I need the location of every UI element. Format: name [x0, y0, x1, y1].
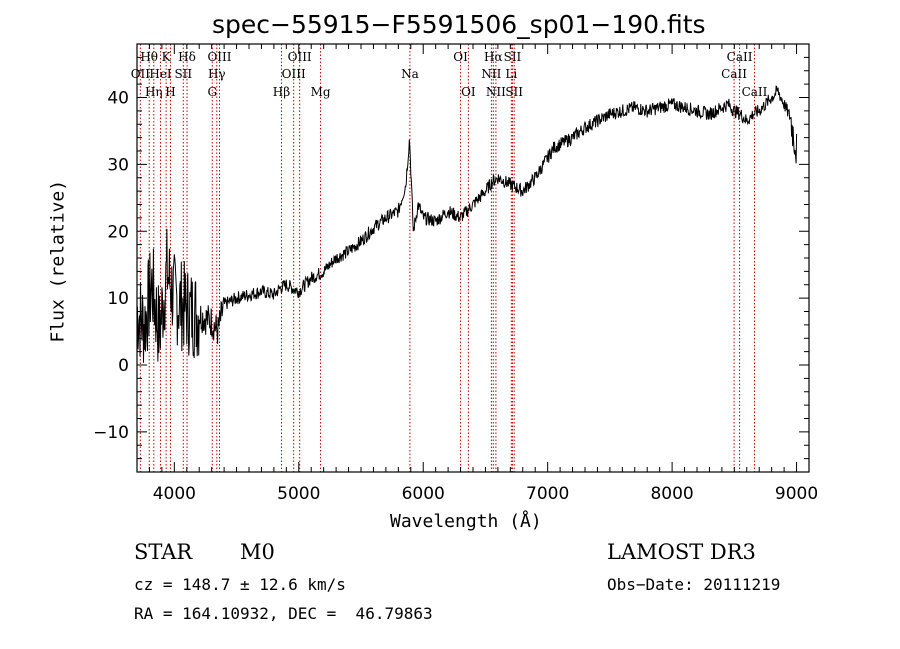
spectral-line-label: SII	[174, 67, 192, 81]
x-tick-label: 4000	[153, 484, 196, 504]
spectral-line-label: NII	[481, 67, 501, 81]
spectral-line-label: NII	[486, 85, 506, 99]
x-tick-label: 6000	[402, 484, 445, 504]
spectral-line-label: CaII	[742, 85, 768, 99]
spectral-line-label: Na	[401, 67, 419, 81]
spectral-line-label: Li	[505, 67, 517, 81]
flux-series-line	[136, 85, 798, 363]
spectral-line-label: CaII	[727, 50, 753, 64]
object-class: STAR	[134, 540, 193, 564]
y-tick-label: 0	[118, 356, 129, 376]
y-tick-label: 40	[107, 89, 129, 109]
x-tick-label: 8000	[650, 484, 693, 504]
x-tick-label: 7000	[526, 484, 569, 504]
y-tick-label: −10	[93, 423, 129, 443]
observation-date: Obs−Date: 20111219	[607, 575, 781, 594]
spectral-line-label: Hθ	[140, 50, 158, 64]
redshift-value: cz = 148.7 ± 12.6 km/s	[134, 575, 346, 594]
x-tick-label: 5000	[277, 484, 320, 504]
spectral-line-label: OII	[131, 67, 151, 81]
coordinates: RA = 164.10932, DEC = 46.79863	[134, 604, 433, 623]
spectral-line-label: Hα	[484, 50, 503, 64]
flux-series-layer	[136, 85, 798, 363]
spectral-line-label: CaII	[721, 67, 747, 81]
spectral-line-label: K	[162, 50, 172, 64]
spectral-line-label: OI	[461, 85, 476, 99]
spectral-line-label: Mg	[311, 85, 331, 99]
x-tick-label: 9000	[775, 484, 818, 504]
spectral-line-label: OIII	[288, 50, 312, 64]
x-axis-label: Wavelength (Å)	[390, 511, 542, 532]
y-tick-label: 10	[107, 289, 129, 309]
y-tick-label: 20	[107, 222, 129, 242]
spectral-line-label: G	[207, 85, 217, 99]
axis-ticks-layer: 4000 5000 6000 7000 8000 9000 −10 0 10 20 30 40	[93, 43, 818, 504]
object-subclass: M0	[240, 540, 275, 564]
spectral-line-label: OI	[453, 50, 468, 64]
spectral-line-label: H	[165, 85, 175, 99]
survey-name: LAMOST DR3	[607, 540, 756, 564]
spectral-line-label: HeI	[149, 67, 172, 81]
spectral-lines-layer	[139, 44, 755, 472]
spectral-line-label: OIII	[207, 50, 231, 64]
spectral-line-label: Hβ	[273, 85, 290, 99]
spectral-line-label: Hγ	[208, 67, 226, 81]
spectral-line-label: Hη	[145, 85, 163, 99]
spectral-line-label: SII	[505, 85, 523, 99]
y-axis-label: Flux (relative)	[47, 179, 69, 343]
y-tick-label: 30	[107, 155, 129, 175]
spectral-line-label: OIII	[282, 67, 306, 81]
chart-title: spec−55915−F5591506_sp01−190.fits	[212, 10, 706, 39]
plot-frame	[136, 43, 810, 473]
spectral-line-label: SII	[504, 50, 522, 64]
spectral-line-label: Hδ	[178, 50, 196, 64]
spectral-line-labels-layer: OII Hθ Hη HeI K H SII Hδ G Hγ OIII Hβ OIII OIII Mg Na OI…	[131, 50, 768, 99]
